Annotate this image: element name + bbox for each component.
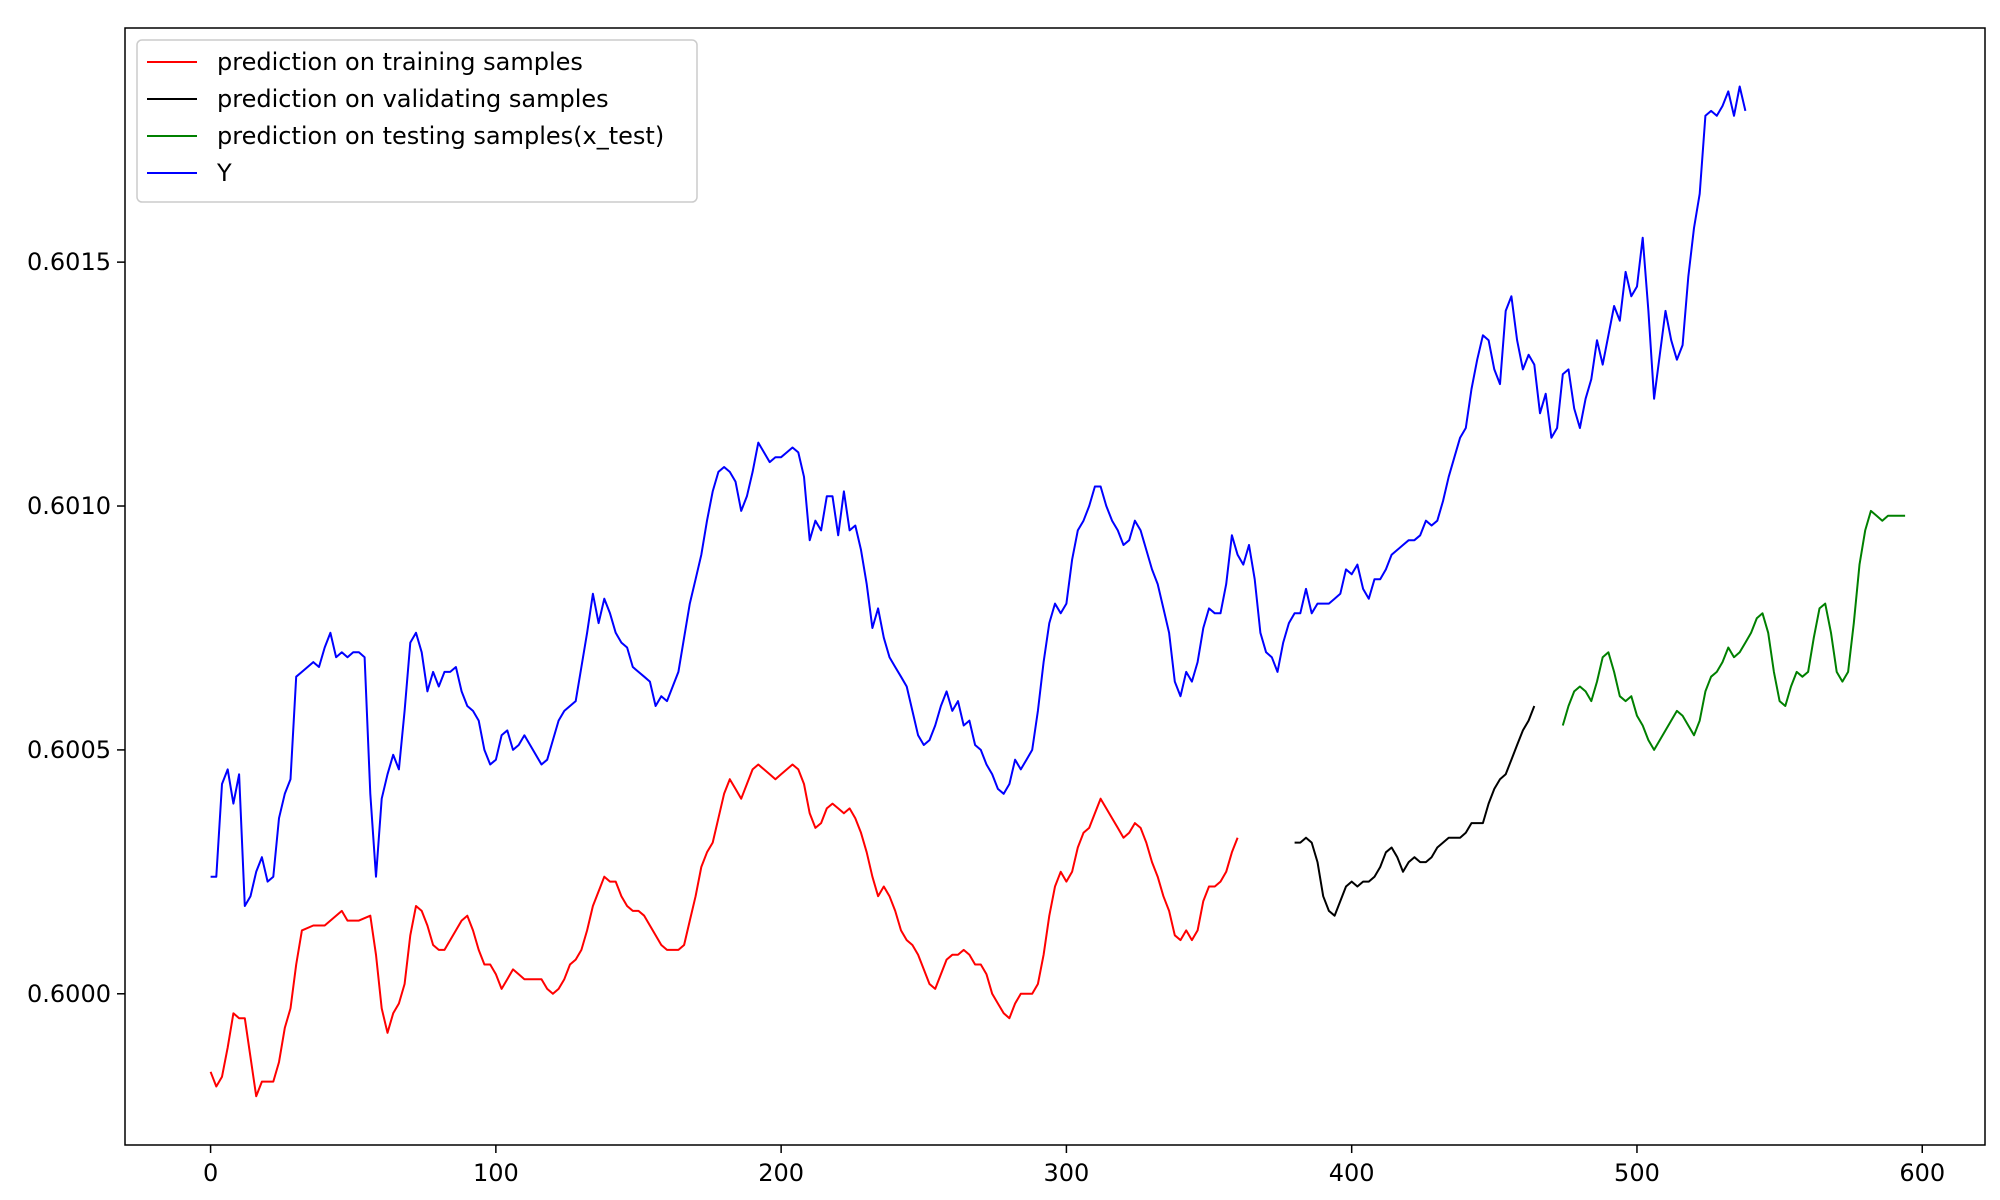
series-line-0	[209, 763, 1239, 1098]
series-line-3	[210, 85, 1747, 907]
y-tick-label: 0.6005	[27, 736, 111, 764]
x-tick-label: 100	[473, 1159, 519, 1187]
x-axis: 0 100 200 300 400 500 600	[203, 1145, 1945, 1187]
series-line-1	[1294, 705, 1536, 917]
legend-label-0: prediction on training samples	[217, 48, 583, 76]
x-tick-label: 400	[1329, 1159, 1375, 1187]
y-tick-label: 0.6010	[27, 492, 111, 520]
x-tick-label: 500	[1614, 1159, 1660, 1187]
x-tick-label: 600	[1899, 1159, 1945, 1187]
y-axis: 0.6000 0.6005 0.6010 0.6015	[27, 248, 125, 1008]
x-tick-label: 200	[758, 1159, 804, 1187]
series-line-2	[1561, 509, 1906, 751]
legend: prediction on training samples prediction…	[136, 39, 698, 203]
plot-area-frame	[124, 27, 1986, 1146]
y-tick-label: 0.6015	[27, 248, 111, 276]
y-tick-label: 0.6000	[27, 980, 111, 1008]
series-layer	[209, 85, 1906, 1098]
legend-label-1: prediction on validating samples	[217, 85, 609, 113]
legend-label-3: Y	[216, 159, 232, 187]
x-tick-label: 0	[203, 1159, 218, 1187]
x-tick-label: 300	[1044, 1159, 1090, 1187]
legend-label-2: prediction on testing samples(x_test)	[217, 122, 664, 150]
legend-box	[136, 39, 698, 203]
